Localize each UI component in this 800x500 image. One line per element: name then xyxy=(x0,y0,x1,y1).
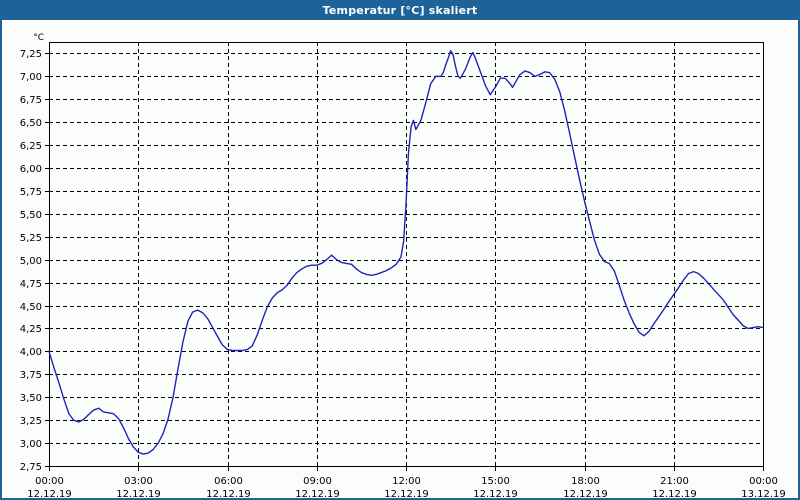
y-tick-label: 6,50 xyxy=(20,118,42,129)
x-tick-time-label: 18:00 xyxy=(571,476,600,487)
temperature-series-line xyxy=(48,50,764,455)
y-tick-label: 5,25 xyxy=(20,233,42,244)
y-tick-label: 3,75 xyxy=(20,370,42,381)
y-tick-label: 3,25 xyxy=(20,416,42,427)
y-tick-label: 6,00 xyxy=(20,164,42,175)
y-tick-label: 4,00 xyxy=(20,347,42,358)
y-axis-labels: 2,75 3,00 3,25 3,50 3,75 4,00 4,25 4,50 4,75 5,00… xyxy=(20,49,42,473)
x-tick-time-label: 09:00 xyxy=(303,476,332,487)
y-tick-label: 6,75 xyxy=(20,95,42,106)
y-axis-unit-label: °C xyxy=(33,33,44,43)
x-tick-date-label: 12.12.19 xyxy=(116,489,161,498)
y-axis-ticks xyxy=(45,53,49,467)
x-tick-date-label: 12.12.19 xyxy=(27,489,72,498)
y-tick-label: 7,00 xyxy=(20,72,42,83)
x-tick-time-label: 12:00 xyxy=(392,476,421,487)
temperature-line-chart: 2,75 3,00 3,25 3,50 3,75 4,00 4,25 4,50 4,75 5,00… xyxy=(20,33,786,498)
y-tick-label: 3,00 xyxy=(20,439,42,450)
x-tick-time-label: 15:00 xyxy=(481,476,510,487)
x-tick-date-label: 12.12.19 xyxy=(295,489,340,498)
x-tick-date-label: 12.12.19 xyxy=(384,489,429,498)
y-tick-label: 3,50 xyxy=(20,393,42,404)
x-tick-date-label: 13.12.19 xyxy=(741,489,786,498)
x-tick-date-label: 12.12.19 xyxy=(206,489,251,498)
x-axis-labels: 00:00 12.12.19 03:00 12.12.19 06:00 12.12.19 0… xyxy=(27,476,786,498)
y-tick-label: 5,00 xyxy=(20,256,42,267)
axis-frame xyxy=(49,42,764,467)
x-tick-time-label: 21:00 xyxy=(660,476,689,487)
y-tick-label: 2,75 xyxy=(20,462,42,473)
x-tick-date-label: 12.12.19 xyxy=(473,489,518,498)
plot-area: 2,75 3,00 3,25 3,50 3,75 4,00 4,25 4,50 4,75 5,00… xyxy=(2,20,798,498)
y-tick-label: 4,50 xyxy=(20,302,42,313)
y-tick-label: 6,25 xyxy=(20,141,42,152)
x-tick-time-label: 06:00 xyxy=(214,476,243,487)
x-tick-date-label: 12.12.19 xyxy=(563,489,608,498)
y-tick-label: 7,25 xyxy=(20,49,42,60)
y-tick-label: 4,25 xyxy=(20,324,42,335)
x-tick-time-label: 00:00 xyxy=(35,476,64,487)
y-tick-label: 5,50 xyxy=(20,210,42,221)
x-tick-date-label: 12.12.19 xyxy=(652,489,697,498)
x-tick-time-label: 03:00 xyxy=(124,476,153,487)
y-tick-label: 4,75 xyxy=(20,279,42,290)
y-tick-label: 5,75 xyxy=(20,187,42,198)
window-title: Temperatur [°C] skaliert xyxy=(2,2,798,20)
x-tick-time-label: 00:00 xyxy=(749,476,778,487)
